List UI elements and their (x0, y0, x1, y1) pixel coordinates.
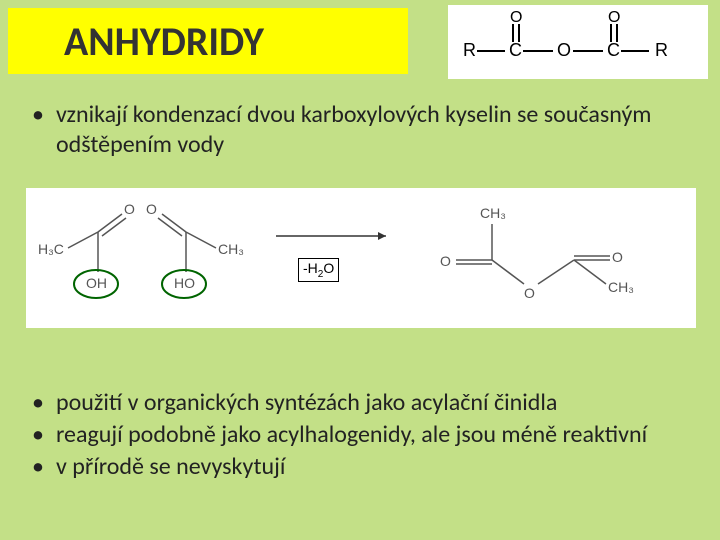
bullet-item: vznikají kondenzací dvou karboxylových k… (26, 100, 686, 160)
bullet-list-bottom: použití v organických syntézách jako acy… (26, 388, 706, 484)
formula-R-right: R (655, 40, 668, 60)
ho-right: HO (174, 275, 195, 291)
prod-ch3-right: CH₃ (608, 279, 634, 295)
prod-ch3-top: CH₃ (480, 205, 506, 221)
formula-O-topright: O (608, 9, 620, 26)
oh-left: OH (86, 275, 107, 291)
prod-o-bridge: O (524, 285, 535, 301)
formula-O-mid: O (557, 40, 571, 60)
reaction-diagram: H₃C O OH CH₃ O HO O O CH₃ O (26, 188, 696, 328)
page-title: ANHYDRIDY (64, 17, 264, 66)
ch3-right: CH₃ (218, 241, 244, 257)
h2o-label: -H2O (298, 258, 339, 282)
formula-C-left: C (509, 40, 522, 60)
formula-C-right: C (607, 40, 620, 60)
general-formula: R C O O C O R (448, 5, 708, 79)
bullet-item: reagují podobně jako acylhalogenidy, ale… (26, 420, 706, 450)
formula-O-topleft: O (510, 9, 522, 26)
bullet-item: v přírodě se nevyskytují (26, 452, 706, 482)
ch3-left: H₃C (38, 241, 64, 257)
o-dbl-left: O (124, 201, 135, 217)
bullet-item: použití v organických syntézách jako acy… (26, 388, 706, 418)
formula-R-left: R (463, 40, 476, 60)
title-bar: ANHYDRIDY (8, 8, 408, 74)
bullet-list-top: vznikají kondenzací dvou karboxylových k… (26, 100, 686, 162)
prod-o-right: O (612, 249, 623, 265)
prod-o-left: O (440, 253, 451, 269)
o-dbl-right: O (146, 201, 157, 217)
